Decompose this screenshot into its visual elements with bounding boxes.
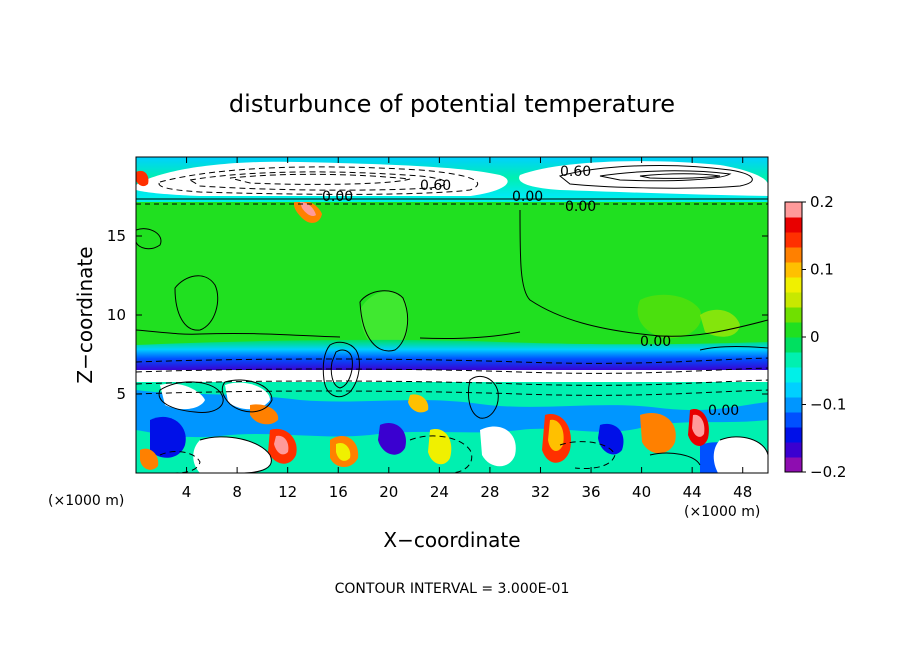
x-tick-label: 12: [278, 483, 297, 501]
contour-label: 0.60: [420, 178, 451, 194]
x-tick-label: 28: [480, 483, 499, 501]
contour-label: 0.00: [708, 403, 739, 419]
colorbar-swatch: [785, 352, 802, 368]
x-axis-label: X−coordinate: [383, 528, 520, 552]
x-unit-label-right: (×1000 m): [684, 504, 760, 520]
colorbar-tick-label: 0: [810, 328, 820, 346]
y-tick-label: 15: [107, 227, 126, 245]
colorbar-swatch: [785, 262, 802, 278]
y-axis: 5 10 15: [107, 227, 768, 403]
colorbar-swatch: [785, 457, 802, 473]
contour-label: 0.00: [512, 189, 543, 205]
colorbar-swatch: [785, 232, 802, 248]
colorbar-tick-label: −0.2: [810, 463, 846, 481]
colorbar: [784, 201, 803, 473]
contour-label-group: 0.60 0.60 0.00 0.00 0.00 0.00 0.00: [322, 164, 739, 419]
contour-lines: [136, 165, 768, 473]
colorbar-swatch: [785, 307, 802, 323]
contour-label: 0.00: [565, 199, 596, 215]
colorbar-swatch: [785, 367, 802, 383]
colorbar-swatch: [785, 322, 802, 338]
plot-area: 0.60 0.60 0.00 0.00 0.00 0.00 0.00: [136, 157, 768, 473]
lower-positive-cell: [193, 436, 272, 473]
colorbar-swatch: [785, 397, 802, 413]
x-tick-label: 4: [182, 483, 192, 501]
x-unit-label-left: (×1000 m): [48, 493, 124, 509]
x-tick-label: 36: [581, 483, 600, 501]
x-tick-label: 32: [531, 483, 550, 501]
colorbar-swatch: [785, 427, 802, 443]
colorbar-ticks: 0.2 0.1 0 −0.1 −0.2: [802, 193, 846, 481]
upper-tropo-cell: [360, 291, 409, 353]
x-tick-label: 48: [733, 483, 752, 501]
contour-label: 0.60: [560, 164, 591, 180]
x-axis: 4 8 12 16 20 24 28 32 36 40 44 48: [182, 157, 752, 501]
chart-title: disturbunce of potential temperature: [229, 90, 675, 118]
y-axis-label: Z−coordinate: [73, 246, 97, 383]
tropopause-negative-band: [136, 339, 768, 378]
x-tick-label: 20: [379, 483, 398, 501]
colorbar-swatch: [785, 217, 802, 233]
contour-label: 0.00: [322, 189, 353, 205]
y-tick-label: 5: [116, 385, 126, 403]
colorbar-swatch: [785, 247, 802, 263]
x-tick-label: 24: [430, 483, 449, 501]
colorbar-swatch: [785, 277, 802, 293]
colorbar-swatch: [785, 292, 802, 308]
colorbar-tick-label: 0.2: [810, 193, 834, 211]
colorbar-tick-label: 0.1: [810, 261, 834, 279]
x-tick-label: 16: [329, 483, 348, 501]
x-tick-label: 8: [232, 483, 242, 501]
x-tick-label: 44: [683, 483, 702, 501]
x-tick-label: 40: [632, 483, 651, 501]
colorbar-swatch: [785, 337, 802, 353]
colorbar-tick-label: −0.1: [810, 396, 846, 414]
colorbar-swatch: [785, 202, 802, 218]
colorbar-swatch: [785, 382, 802, 398]
colorbar-swatch: [785, 412, 802, 428]
y-tick-label: 10: [107, 306, 126, 324]
contour-label: 0.00: [640, 334, 671, 350]
contour-interval-note: CONTOUR INTERVAL = 3.000E-01: [335, 581, 570, 597]
colorbar-swatch: [785, 442, 802, 458]
